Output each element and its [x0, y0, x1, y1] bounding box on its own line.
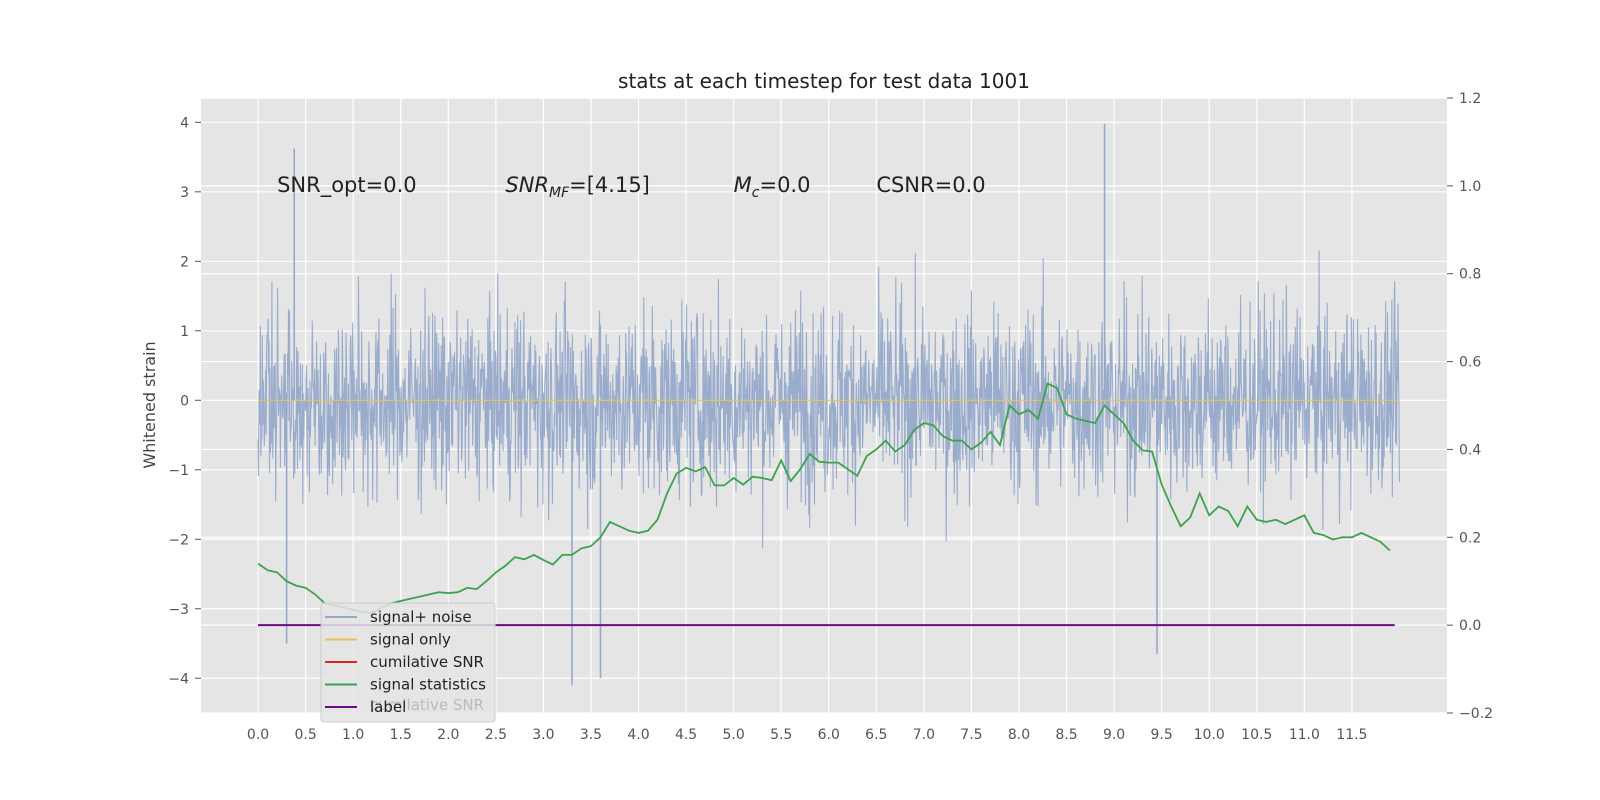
signal-noise-series — [257, 123, 1400, 686]
y-tick-label: −4 — [168, 671, 189, 687]
y2-tick-label: 0.0 — [1459, 618, 1481, 634]
x-tick-label: 0.0 — [247, 727, 269, 743]
legend-ghost-text: cumilative SNR — [370, 696, 484, 714]
y2-tick-label: 0.6 — [1459, 355, 1481, 371]
legend-label: label — [370, 698, 406, 716]
y2-tick-label: −0.2 — [1459, 706, 1493, 722]
signal-statistics-line — [257, 382, 1391, 614]
x-tick-label: 6.5 — [865, 727, 887, 743]
x-tick-label: 11.5 — [1336, 727, 1367, 743]
x-tick-label: 5.5 — [770, 727, 792, 743]
x-tick-label: 1.5 — [390, 727, 412, 743]
x-tick-label: 2.0 — [437, 727, 459, 743]
legend: cumilative SNR signal+ noise signal only cu… — [320, 602, 496, 723]
x-tick-label: 8.0 — [1008, 727, 1030, 743]
x-tick-label: 11.0 — [1289, 727, 1320, 743]
y-tick-label: 3 — [180, 185, 189, 201]
x-tick-label: 9.0 — [1103, 727, 1125, 743]
stat-annotation: Mc=0.0 — [734, 173, 811, 201]
stat-annotation: SNR_opt=0.0 — [277, 173, 417, 198]
y-tick-label: −2 — [168, 532, 189, 548]
y-tick-label: 1 — [180, 324, 189, 340]
legend-label: signal only — [370, 631, 451, 649]
x-tick-label: 4.0 — [627, 727, 649, 743]
x-tick-label: 0.5 — [294, 727, 316, 743]
x-tick-label: 7.0 — [913, 727, 935, 743]
y-tick-label: −3 — [168, 602, 189, 618]
x-tick-label: 8.5 — [1055, 727, 1077, 743]
annotations: SNR_opt=0.0 SNRMF=[4.15] Mc=0.0 CSNR=0.0 — [277, 173, 986, 201]
signal-noise-trace — [257, 250, 1400, 549]
x-tick-label: 5.0 — [723, 727, 745, 743]
y-tick-label: 4 — [180, 115, 189, 131]
x-tick-label: 2.5 — [485, 727, 507, 743]
legend-box — [320, 602, 496, 723]
y2-tick-label: 1.0 — [1459, 179, 1481, 195]
x-tick-label: 7.5 — [960, 727, 982, 743]
y2-tick-label: 0.8 — [1459, 267, 1481, 283]
y2-tick-label: 0.2 — [1459, 530, 1481, 546]
y2-tick-label: 1.2 — [1459, 91, 1481, 107]
y-axis-label: Whitened strain — [140, 341, 159, 468]
y-tick-label: 2 — [180, 254, 189, 270]
chart-title: stats at each timestep for test data 100… — [618, 69, 1030, 93]
legend-label: cumilative SNR — [370, 653, 484, 671]
x-tick-label: 1.0 — [342, 727, 364, 743]
x-tick-label: 10.0 — [1194, 727, 1225, 743]
legend-label: signal+ noise — [370, 608, 472, 626]
x-tick-label: 6.0 — [818, 727, 840, 743]
y-tick-label: 0 — [180, 393, 189, 409]
y2-tick-label: 0.4 — [1459, 442, 1481, 458]
x-tick-label: 3.5 — [580, 727, 602, 743]
x-tick-label: 9.5 — [1151, 727, 1173, 743]
legend-label: signal statistics — [370, 676, 486, 694]
x-tick-label: 3.0 — [532, 727, 554, 743]
stat-annotation: CSNR=0.0 — [876, 173, 985, 197]
tick-labels: 0.0 0.5 1.0 1.5 2.0 2.5 3.0 3.5 4.0 4.5 5.0 5.5 6.0 6… — [168, 91, 1493, 743]
stat-annotation: SNRMF=[4.15] — [505, 173, 650, 201]
x-tick-label: 10.5 — [1241, 727, 1272, 743]
x-tick-label: 4.5 — [675, 727, 697, 743]
y-tick-label: −1 — [168, 463, 189, 479]
